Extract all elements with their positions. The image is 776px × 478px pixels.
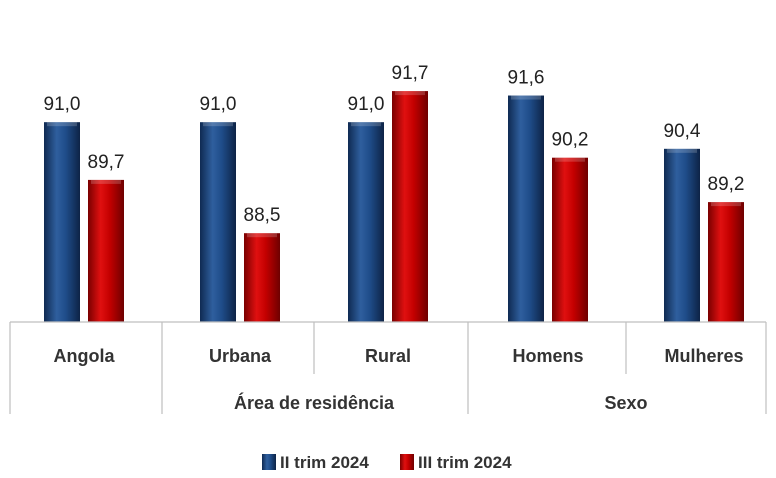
category-axis: Angola Urbana Rural Homens Mulheres Área de r…: [9, 321, 767, 414]
value-label: 88,5: [244, 205, 281, 226]
bar-highlight: [395, 91, 425, 96]
bar-ii-trim-urbana: [200, 122, 236, 322]
bar-highlight: [511, 95, 541, 100]
legend-label-iii-trim: III trim 2024: [418, 453, 512, 472]
bar-highlight: [555, 157, 585, 162]
value-label: 91,0: [348, 94, 385, 115]
bar-highlight: [247, 233, 277, 238]
bar-highlight: [203, 122, 233, 127]
bar-iii-trim-urbana: [244, 233, 280, 322]
category-label-mulheres: Mulheres: [664, 346, 743, 366]
legend-swatch-iii-trim: [400, 454, 414, 470]
bar-ii-trim-angola: [44, 122, 80, 322]
value-label: 90,2: [552, 130, 589, 151]
legend-label-ii-trim: II trim 2024: [280, 453, 369, 472]
legend: II trim 2024 III trim 2024: [262, 453, 512, 472]
bar-highlight: [91, 179, 121, 184]
bars-layer: [44, 91, 744, 322]
bar-ii-trim-homens: [508, 95, 544, 322]
bar-highlight: [667, 148, 697, 153]
bar-iii-trim-rural: [392, 91, 428, 322]
legend-swatch-ii-trim: [262, 454, 276, 470]
category-label-urbana: Urbana: [209, 346, 272, 366]
category-label-homens: Homens: [512, 346, 583, 366]
bar-iii-trim-mulheres: [708, 202, 744, 322]
group-label: Área de residência: [234, 392, 395, 413]
value-label: 89,2: [708, 174, 745, 195]
category-label-rural: Rural: [365, 346, 411, 366]
bar-highlight: [47, 122, 77, 127]
value-label: 91,0: [44, 94, 81, 115]
bar-highlight: [711, 202, 741, 207]
category-label-angola: Angola: [54, 346, 116, 366]
bar-iii-trim-homens: [552, 157, 588, 322]
value-label: 91,0: [200, 94, 237, 115]
value-label: 91,6: [508, 68, 545, 89]
group-label: Sexo: [604, 393, 647, 413]
value-label: 91,7: [392, 63, 429, 84]
value-labels-layer: 91,0 91,0 91,0 91,6 90,4 89,7 88,5 91,7 90,2 89,2: [44, 63, 745, 226]
bar-ii-trim-rural: [348, 122, 384, 322]
bar-iii-trim-angola: [88, 179, 124, 322]
bar-highlight: [351, 122, 381, 127]
value-label: 89,7: [88, 152, 125, 173]
value-label: 90,4: [664, 121, 701, 142]
bar-ii-trim-mulheres: [664, 148, 700, 322]
